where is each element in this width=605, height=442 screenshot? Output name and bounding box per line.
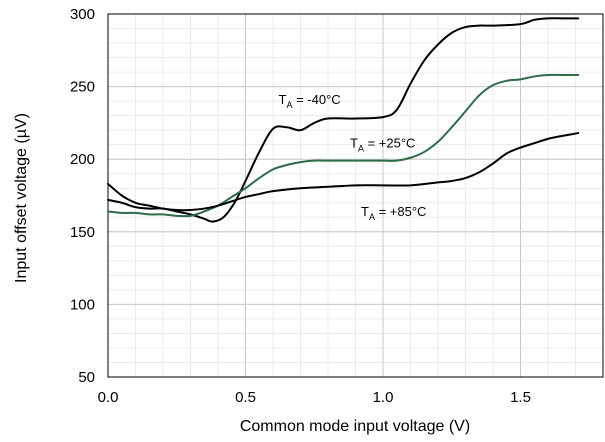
y-axis-ticks: 50 100 150 200 250 300 <box>70 6 95 386</box>
annotations: TA = -40°C TA = +25°C TA = +85°C <box>279 92 427 222</box>
x-axis-ticks: 0.0 0.5 1.0 1.5 <box>98 389 531 406</box>
series-annotation: TA = +85°C <box>361 204 426 222</box>
plot-frame <box>107 13 604 378</box>
x-tick-label: 0.5 <box>235 389 256 406</box>
y-tick-label: 150 <box>70 224 95 241</box>
series-annotation: TA = -40°C <box>279 92 341 110</box>
series-line-plus85c <box>107 132 580 212</box>
series-line-plus25c <box>107 73 580 218</box>
x-tick-label: 1.0 <box>373 389 394 406</box>
y-tick-label: 100 <box>70 296 95 313</box>
series-layer <box>107 17 580 223</box>
minor-grid <box>108 14 603 377</box>
y-axis-title: Input offset voltage (µV) <box>13 113 30 283</box>
y-tick-label: 50 <box>78 369 95 386</box>
y-tick-label: 200 <box>70 151 95 168</box>
x-axis-title: Common mode input voltage (V) <box>240 418 470 435</box>
series-annotation: TA = +25°C <box>350 136 415 154</box>
x-tick-label: 0.0 <box>98 389 119 406</box>
x-tick-label: 1.5 <box>510 389 531 406</box>
y-tick-label: 250 <box>70 79 95 96</box>
y-tick-label: 300 <box>70 6 95 23</box>
series-line-minus40c <box>107 17 580 223</box>
